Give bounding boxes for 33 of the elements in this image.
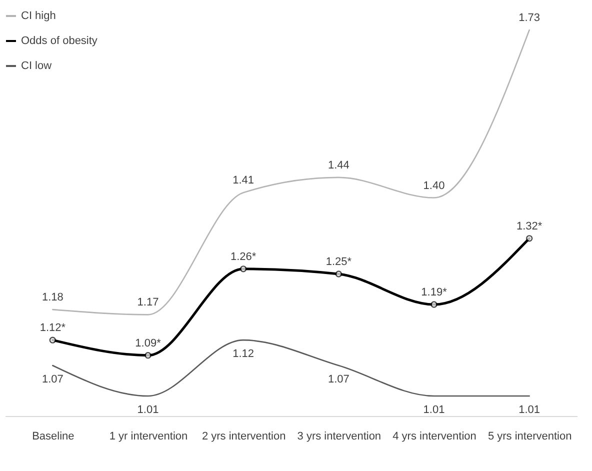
legend-label: CI high bbox=[21, 10, 56, 22]
data-label: 1.07 bbox=[42, 374, 64, 386]
data-label: 1.19* bbox=[421, 286, 448, 298]
data-label: 1.01 bbox=[518, 404, 540, 416]
point bbox=[49, 336, 56, 344]
x-tick-label: 2 yrs intervention bbox=[202, 430, 286, 442]
x-tick-label: 1 yr intervention bbox=[109, 430, 188, 442]
data-label: 1.40 bbox=[423, 180, 445, 192]
x-tick-label: Baseline bbox=[32, 430, 74, 442]
point bbox=[526, 235, 533, 242]
x-tick-label: 5 yrs intervention bbox=[488, 430, 572, 442]
data-label: 1.01 bbox=[137, 404, 159, 416]
point bbox=[430, 301, 438, 308]
data-label: 1.44 bbox=[328, 159, 350, 172]
x-tick-label: 4 yrs intervention bbox=[392, 430, 476, 442]
data-label: 1.01 bbox=[423, 404, 445, 416]
data-label: 1.12* bbox=[40, 322, 66, 334]
data-label: 1.12 bbox=[232, 348, 254, 360]
point bbox=[240, 266, 247, 272]
data-label: 1.18 bbox=[42, 292, 64, 304]
point bbox=[335, 270, 342, 278]
point bbox=[144, 352, 152, 359]
data-label: 1.07 bbox=[328, 374, 350, 386]
data-label: 1.25* bbox=[326, 256, 352, 268]
legend-label: CI low bbox=[21, 60, 52, 72]
x-tick-label: 3 yrs intervention bbox=[297, 430, 382, 442]
legend-label: Odds of obesity bbox=[21, 35, 98, 47]
data-label: 1.41 bbox=[232, 174, 254, 187]
data-label: 1.32* bbox=[516, 220, 543, 232]
data-label: 1.26* bbox=[230, 250, 257, 263]
data-label: 1.09* bbox=[135, 337, 162, 350]
data-label: 1.73 bbox=[518, 12, 540, 24]
data-label: 1.17 bbox=[137, 296, 159, 309]
